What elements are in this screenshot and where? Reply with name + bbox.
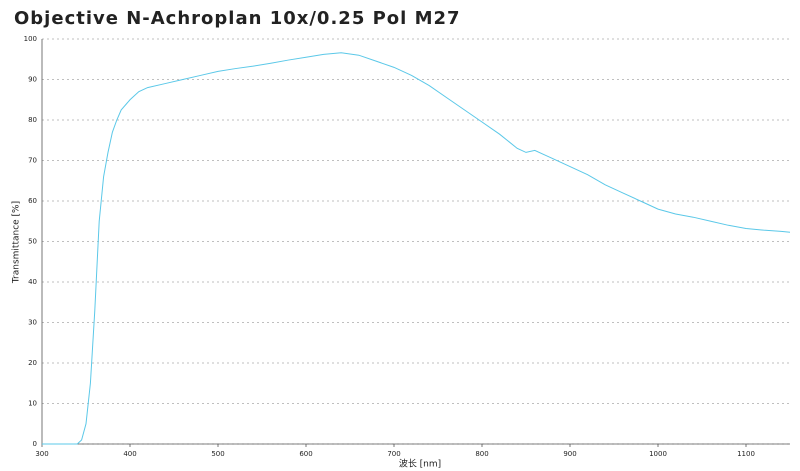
x-tick-label: 600 xyxy=(299,450,312,458)
x-tick-label: 300 xyxy=(35,450,48,458)
x-tick-label: 700 xyxy=(387,450,400,458)
x-tick-label: 800 xyxy=(475,450,488,458)
y-tick-label: 100 xyxy=(24,35,37,43)
x-axis-label: 波长 [nm] xyxy=(399,458,441,470)
x-tick-label: 900 xyxy=(563,450,576,458)
chart-title: Objective N-Achroplan 10x/0.25 Pol M27 xyxy=(14,8,461,29)
y-tick-label: 60 xyxy=(28,197,37,205)
y-axis-label: Transmittance [%] xyxy=(12,201,22,284)
x-tick-label: 1100 xyxy=(737,450,755,458)
y-tick-label: 10 xyxy=(28,400,37,408)
y-tick-label: 50 xyxy=(28,238,37,246)
data-line xyxy=(42,52,791,445)
y-tick-label: 80 xyxy=(28,116,37,124)
x-tick-label: 1000 xyxy=(649,450,667,458)
x-tick-label: 500 xyxy=(211,450,224,458)
y-tick-label: 90 xyxy=(28,76,37,84)
y-tick-label: 0 xyxy=(33,440,37,448)
x-tick-label: 400 xyxy=(123,450,136,458)
y-tick-label: 40 xyxy=(28,278,37,286)
y-tick-label: 70 xyxy=(28,157,37,165)
y-tick-label: 30 xyxy=(28,319,37,327)
y-tick-label: 20 xyxy=(28,359,37,367)
